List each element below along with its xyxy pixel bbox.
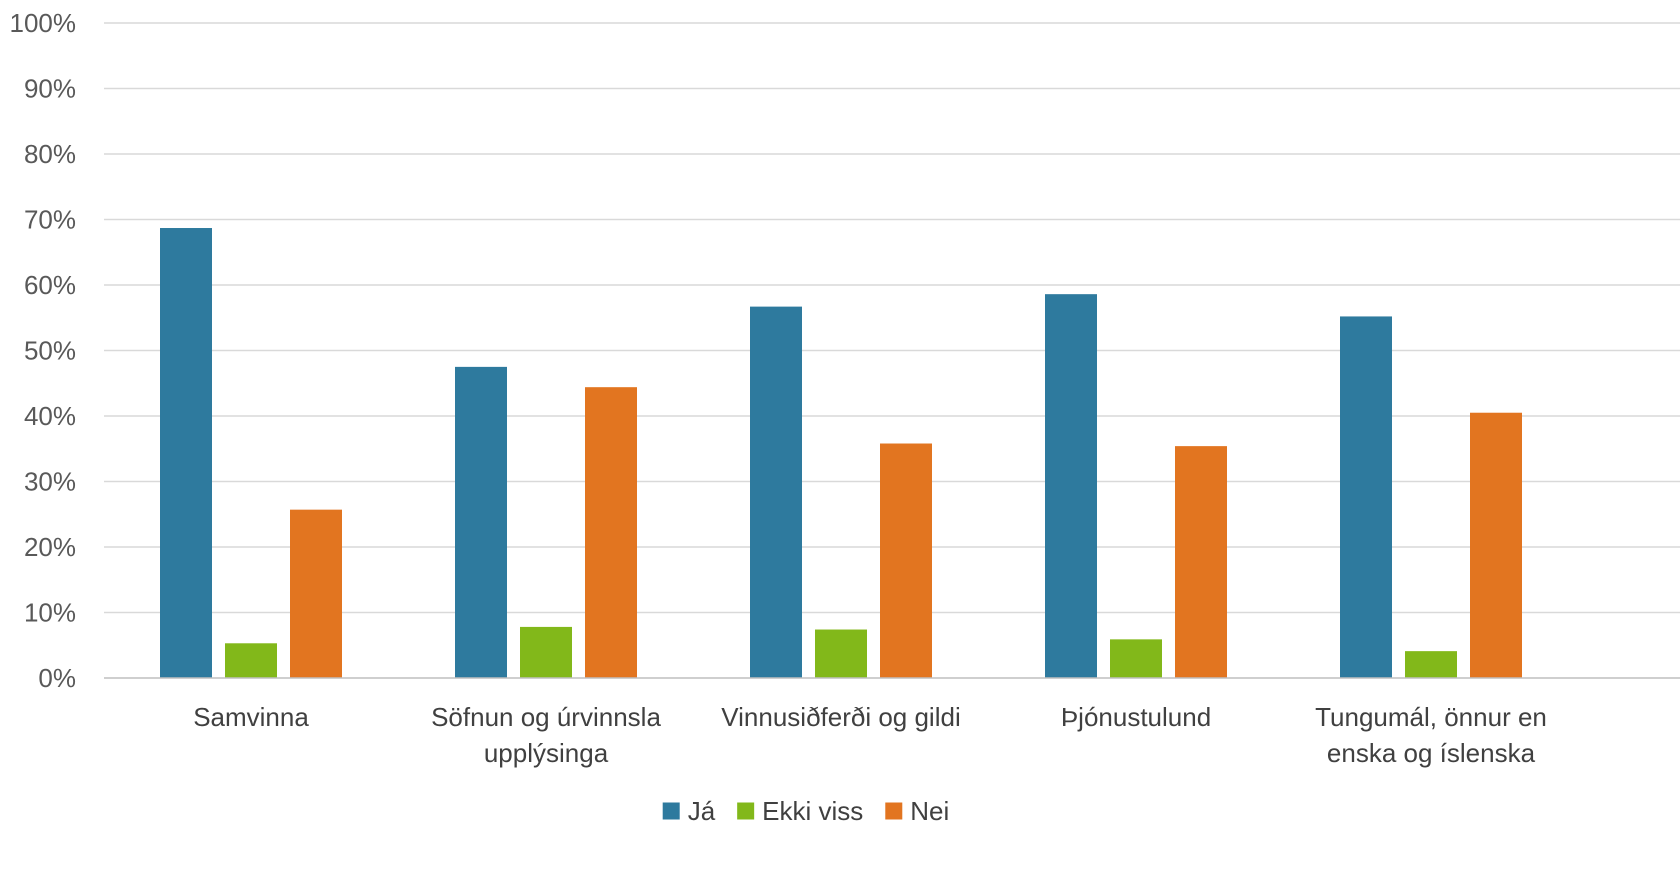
- bar-nei: [585, 387, 637, 678]
- category-label: Söfnun og úrvinnsla upplýsinga: [431, 702, 661, 768]
- y-axis-tick-labels: 0% 10% 20% 30% 40% 50% 60% 70% 80% 90% 100%: [10, 8, 77, 693]
- y-tick-label: 70%: [24, 205, 76, 235]
- y-tick-label: 20%: [24, 532, 76, 562]
- category-label-line: enska og íslenska: [1327, 738, 1536, 768]
- y-tick-label: 0%: [38, 663, 76, 693]
- category-label-line: Söfnun og úrvinnsla: [431, 702, 661, 732]
- category-label-line: Tungumál, önnur en: [1315, 702, 1547, 732]
- y-tick-label: 90%: [24, 74, 76, 104]
- y-tick-label: 60%: [24, 270, 76, 300]
- bar-ekki-viss: [520, 626, 572, 678]
- legend-item-ekki-viss: Ekki viss: [737, 796, 863, 826]
- category-label-line: Vinnusiðferði og gildi: [721, 702, 960, 732]
- y-tick-label: 30%: [24, 467, 76, 497]
- legend-swatch: [737, 802, 755, 820]
- bar-nei: [290, 509, 342, 678]
- bars: [160, 228, 1522, 678]
- bar-nei: [1470, 412, 1522, 678]
- legend: Já Ekki viss Nei: [662, 796, 949, 826]
- y-tick-label: 100%: [10, 8, 77, 38]
- y-tick-label: 50%: [24, 336, 76, 366]
- legend-item-já: Já: [662, 796, 716, 826]
- category-label-line: Þjónustulund: [1061, 702, 1211, 732]
- legend-label: Já: [688, 796, 716, 826]
- legend-label: Nei: [910, 796, 949, 826]
- y-tick-label: 80%: [24, 139, 76, 169]
- bar-já: [455, 366, 507, 678]
- bar-ekki-viss: [1405, 651, 1457, 678]
- bar-ekki-viss: [815, 629, 867, 678]
- category-labels: Samvinna Söfnun og úrvinnsla upplýsinga Vin…: [193, 702, 1547, 768]
- bar-já: [160, 228, 212, 678]
- bar-ekki-viss: [225, 643, 277, 678]
- legend-swatch: [885, 802, 903, 820]
- gridlines: [104, 22, 1680, 614]
- category-label: Þjónustulund: [1061, 702, 1211, 732]
- legend-swatch: [662, 802, 680, 820]
- bar-já: [750, 306, 802, 678]
- y-tick-label: 40%: [24, 401, 76, 431]
- legend-label: Ekki viss: [762, 796, 863, 826]
- legend-item-nei: Nei: [885, 796, 949, 826]
- category-label-line: upplýsinga: [484, 738, 609, 768]
- category-label: Samvinna: [193, 702, 309, 732]
- category-label-line: Samvinna: [193, 702, 309, 732]
- bar-nei: [1175, 446, 1227, 678]
- y-tick-label: 10%: [24, 598, 76, 628]
- bar-ekki-viss: [1110, 639, 1162, 678]
- category-label: Vinnusiðferði og gildi: [721, 702, 960, 732]
- bar-já: [1045, 294, 1097, 678]
- bar-nei: [880, 443, 932, 678]
- category-label: Tungumál, önnur en enska og íslenska: [1315, 702, 1547, 768]
- bar-já: [1340, 316, 1392, 678]
